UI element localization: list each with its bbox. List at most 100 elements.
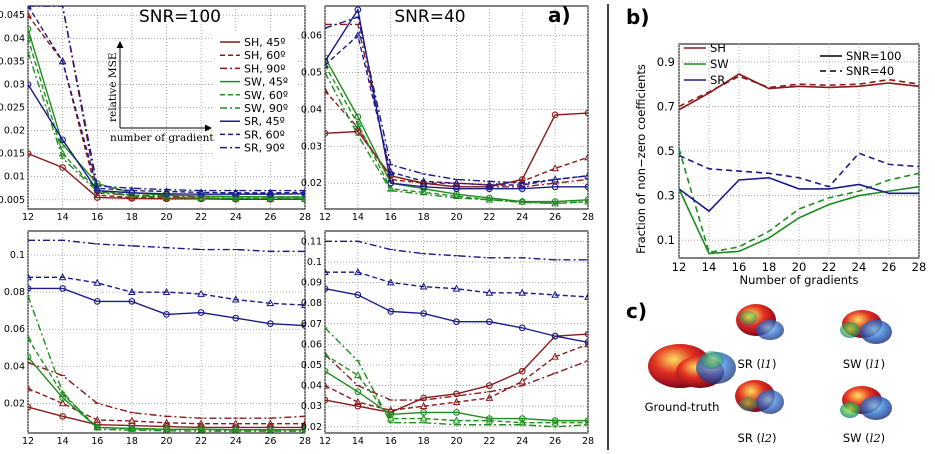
data-point <box>419 282 428 290</box>
legend-entry-sh-45: SH, 45º <box>244 36 285 49</box>
legend-entry-snr-100: SNR=100 <box>846 49 901 63</box>
data-point <box>162 287 171 296</box>
data-point <box>551 198 559 205</box>
series-line-sw-45 <box>325 370 588 422</box>
data-point <box>325 267 329 276</box>
x-tick-label: 26 <box>549 212 561 223</box>
legend-entry-sh: SH <box>710 41 726 55</box>
x-tick-label: 24 <box>852 260 867 274</box>
data-point <box>518 324 526 332</box>
legend-entry-sw: SW <box>710 57 729 71</box>
data-point <box>93 298 101 305</box>
title-snr100: SNR=100 <box>139 7 221 27</box>
data-point <box>551 111 559 119</box>
inset-ylabel: relative MSE <box>107 52 119 122</box>
y-tick-label: 0.04 <box>301 104 322 115</box>
y-tick-label: 0.03 <box>301 401 322 412</box>
x-tick-label: 12 <box>22 436 34 447</box>
data-point <box>453 390 460 398</box>
y-tick-label: 0.07 <box>301 319 322 330</box>
data-point <box>266 188 275 196</box>
x-tick-label: 26 <box>264 436 276 447</box>
y-tick-label: 0.06 <box>4 324 25 335</box>
y-tick-label: 0.02 <box>4 126 25 137</box>
data-point <box>551 417 559 424</box>
legend-entry-sr-90: SR, 90º <box>244 142 285 155</box>
data-point <box>128 186 136 194</box>
data-point <box>486 415 493 422</box>
data-point <box>58 273 67 281</box>
x-tick-label: 16 <box>385 212 397 223</box>
x-tick-label: 26 <box>549 436 561 447</box>
data-point <box>486 194 493 202</box>
y-tick-label: 0.03 <box>4 79 25 90</box>
data-point <box>231 295 240 303</box>
data-point <box>452 284 461 292</box>
panel-label-a: a) <box>548 3 571 27</box>
data-point <box>452 397 461 405</box>
data-point <box>518 377 527 385</box>
data-point <box>197 188 205 196</box>
svg-text:SR (l2): SR (l2) <box>738 431 777 445</box>
y-tick-label: 0.9 <box>657 55 675 69</box>
data-point <box>485 180 494 188</box>
data-point <box>58 57 67 65</box>
x-tick-label: 12 <box>319 436 331 447</box>
y-tick-label: 0.06 <box>301 31 322 42</box>
series-line-sr-90 <box>325 240 588 261</box>
data-point <box>231 425 240 433</box>
data-point <box>58 399 67 407</box>
panel-c-renderings: Ground-truth SR (l1) SW (l1) SR <box>645 304 892 445</box>
data-point <box>28 34 32 42</box>
data-point <box>518 288 527 296</box>
x-tick-label: 22 <box>483 436 495 447</box>
legend-entry-sh-90: SH, 90º <box>244 62 285 75</box>
data-point <box>420 185 427 193</box>
x-tick-label: 26 <box>264 212 276 223</box>
y-tick-label: 0.04 <box>301 381 322 392</box>
y-tick-label: 0.08 <box>301 298 322 309</box>
x-tick-label: 24 <box>516 212 528 223</box>
x-tick-label: 18 <box>418 436 430 447</box>
series-line-sw-60 <box>325 64 588 205</box>
x-axis-label: Number of gradients <box>739 273 858 287</box>
data-point <box>584 330 588 338</box>
data-point <box>485 416 494 424</box>
data-point <box>452 178 461 187</box>
data-point <box>28 150 32 157</box>
data-point <box>93 415 102 423</box>
y-tick-label: 0.06 <box>301 339 322 350</box>
data-point <box>93 183 102 192</box>
data-point <box>551 183 559 191</box>
legend-entry-sr-60: SR, 60º <box>244 128 285 141</box>
data-point <box>28 353 32 361</box>
data-point <box>325 129 329 137</box>
data-point <box>354 113 362 121</box>
x-tick-label: 14 <box>352 212 364 223</box>
legend-entry-snr-40: SNR=40 <box>846 64 894 78</box>
panel-b-plot: 0.1 0.3 0.5 0.7 0.9 12 14 16 18 20 22 24 26 28 Number … <box>634 41 926 287</box>
x-tick-label: 18 <box>126 436 138 447</box>
x-tick-label: 18 <box>762 260 777 274</box>
data-point <box>551 332 559 340</box>
y-tick-label: 0.11 <box>301 236 322 247</box>
data-point <box>301 188 305 196</box>
data-point <box>162 187 171 195</box>
y-tick-label: 0.005 <box>0 195 25 206</box>
ground-truth-label: Ground-truth <box>645 400 720 414</box>
data-point <box>453 318 460 326</box>
odf-sw-l2 <box>840 386 892 420</box>
data-point <box>28 273 32 281</box>
svg-text:SW (l1): SW (l1) <box>843 357 885 371</box>
y-tick-label: 0.09 <box>301 278 322 289</box>
x-tick-label: 20 <box>450 212 462 223</box>
data-point <box>163 311 170 318</box>
series-line-sh-snr-40 <box>678 75 920 108</box>
x-tick-label: 18 <box>418 212 430 223</box>
x-tick-label: 28 <box>912 260 927 274</box>
y-tick-label: 0.04 <box>4 361 25 372</box>
y-tick-label: 0.015 <box>0 149 25 160</box>
data-point <box>231 188 240 196</box>
